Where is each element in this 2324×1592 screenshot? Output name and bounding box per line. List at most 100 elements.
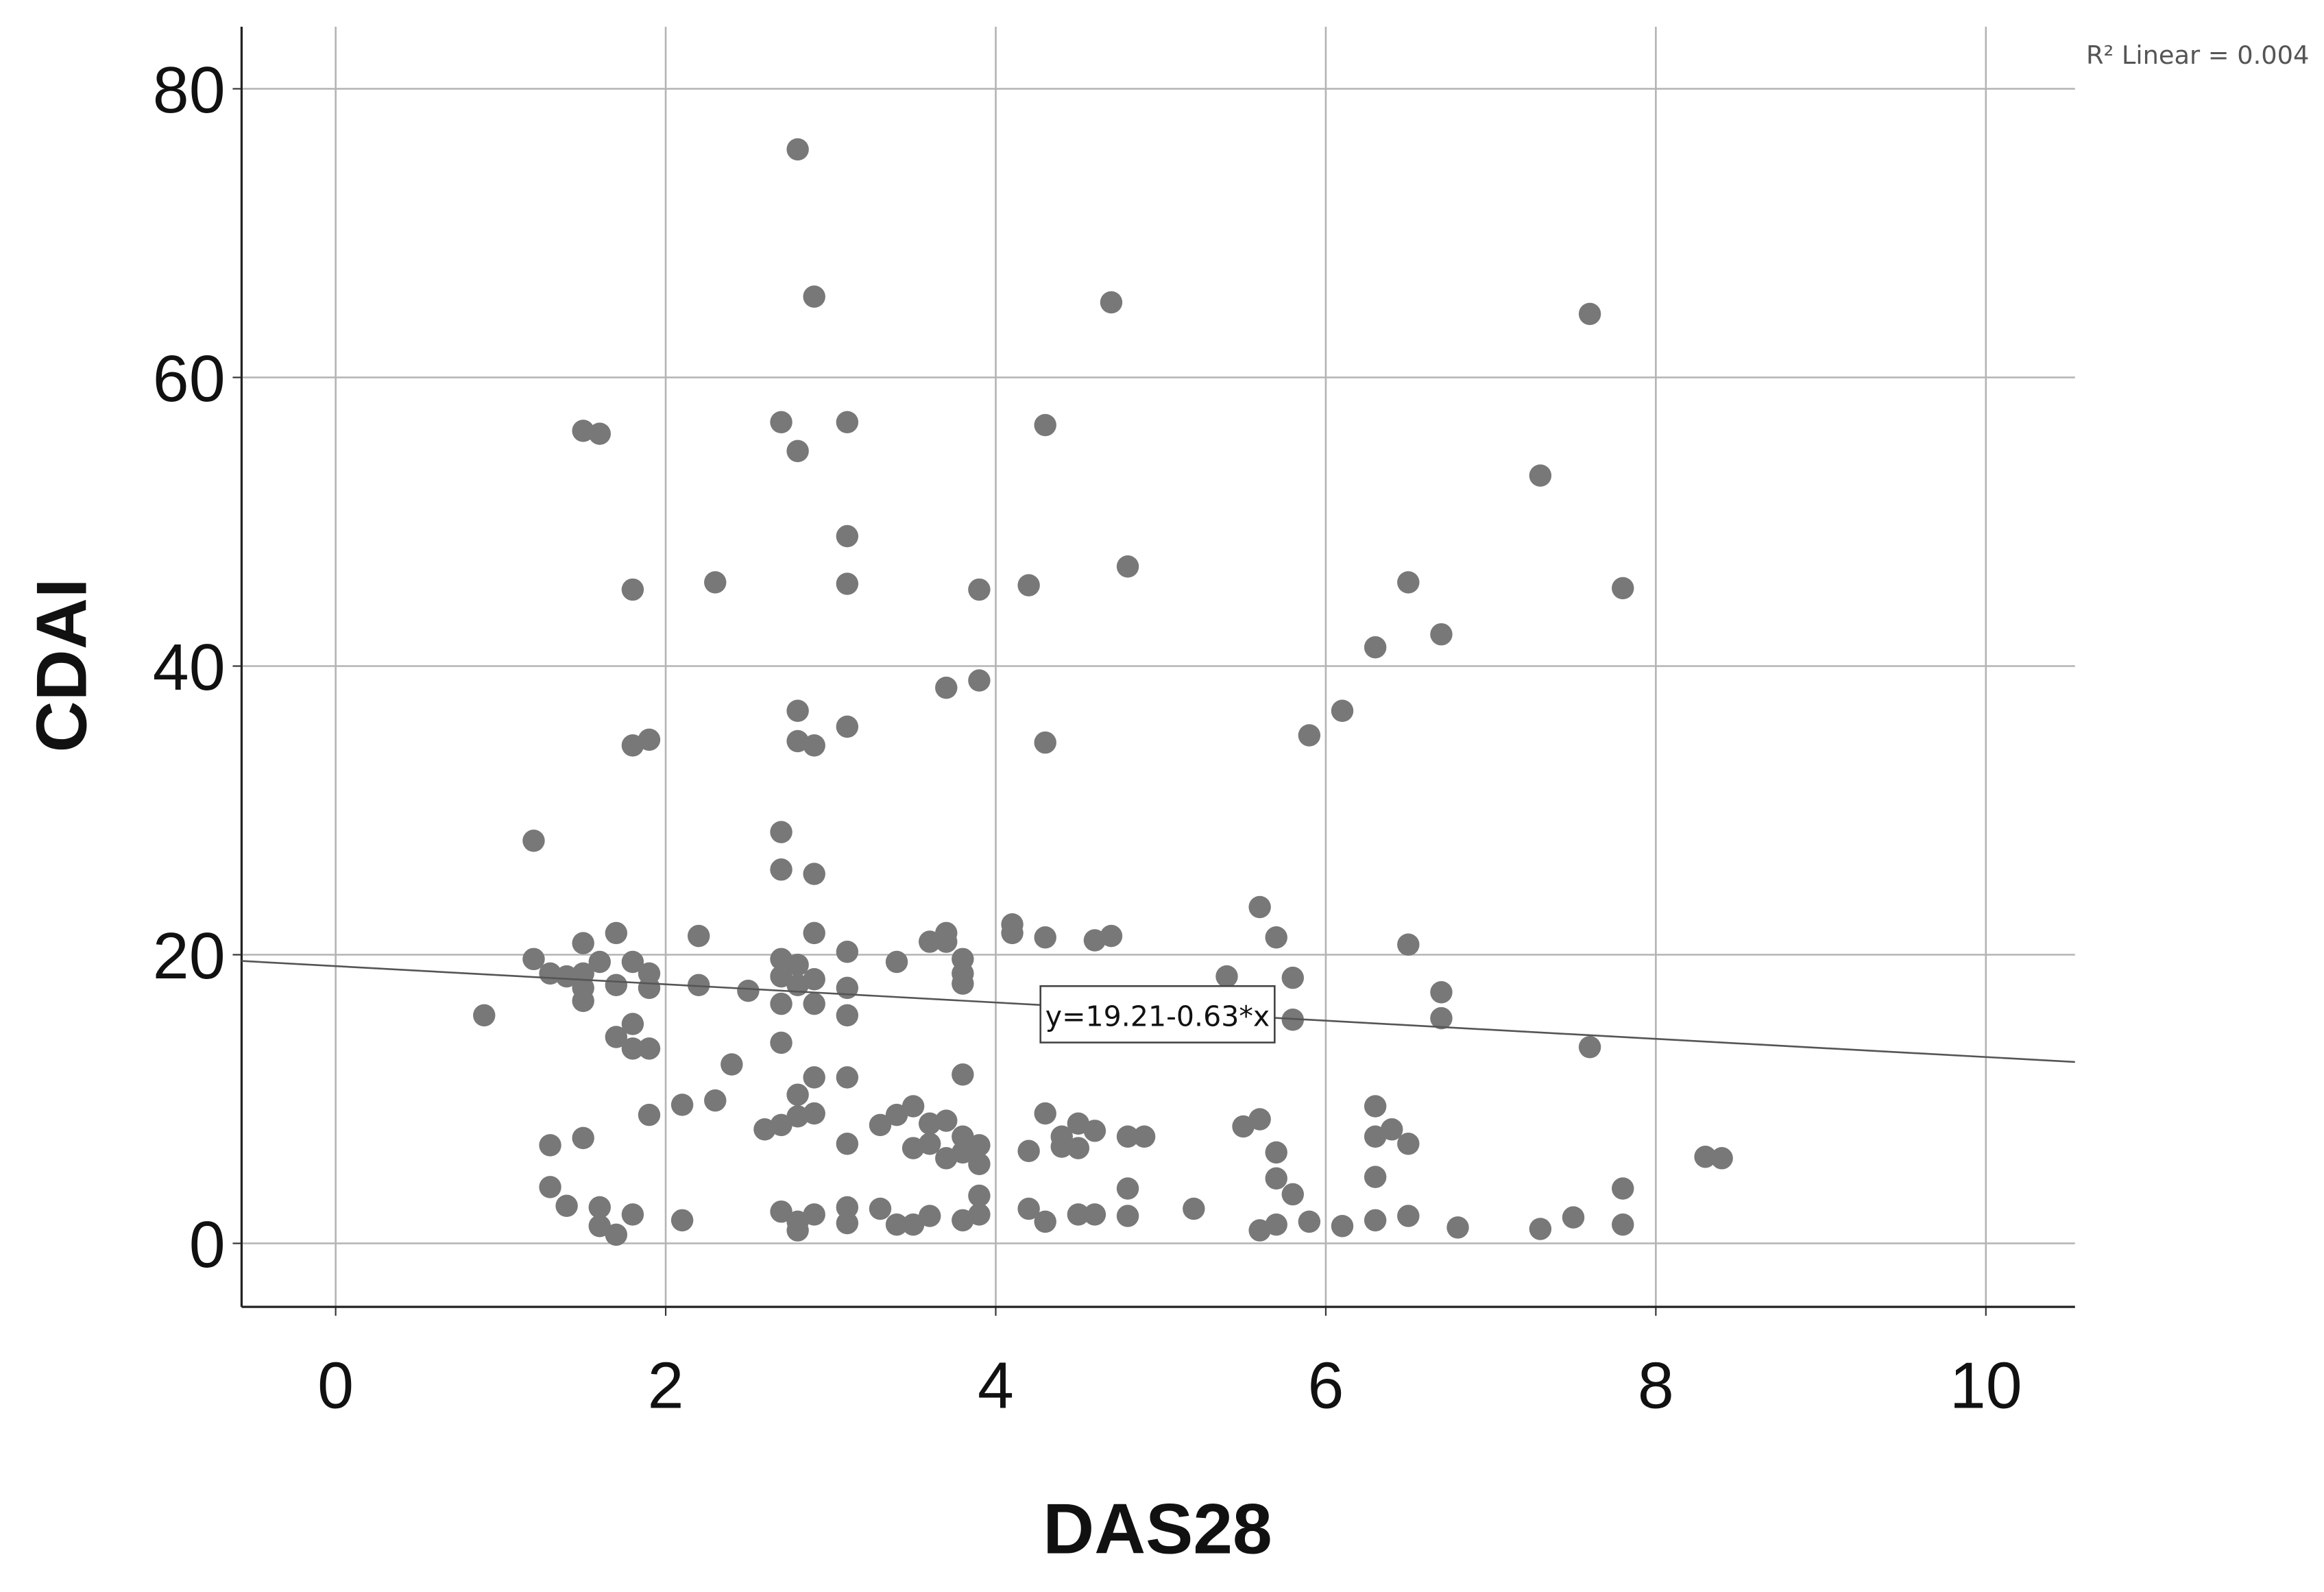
point bbox=[786, 1105, 809, 1128]
point bbox=[885, 950, 908, 974]
point bbox=[786, 953, 809, 976]
point bbox=[588, 1214, 611, 1238]
y-tick-label: 80 bbox=[153, 54, 226, 127]
point bbox=[836, 976, 859, 1000]
x-tick-label: 8 bbox=[1638, 1349, 1674, 1422]
point bbox=[1364, 1166, 1387, 1188]
point bbox=[918, 1205, 941, 1227]
point bbox=[638, 1103, 661, 1126]
point bbox=[770, 1031, 792, 1054]
point bbox=[836, 715, 859, 738]
point bbox=[1265, 1167, 1287, 1190]
fit-label-bg bbox=[1039, 985, 1276, 1044]
point bbox=[901, 1095, 925, 1118]
point bbox=[803, 968, 825, 991]
point bbox=[1529, 1218, 1552, 1240]
point bbox=[918, 930, 941, 953]
point bbox=[704, 571, 727, 594]
point bbox=[770, 821, 792, 843]
point bbox=[1017, 1197, 1040, 1220]
point bbox=[1397, 1133, 1420, 1155]
point bbox=[1116, 1125, 1139, 1148]
point bbox=[1265, 1213, 1287, 1236]
point bbox=[1612, 577, 1634, 600]
point bbox=[572, 420, 594, 442]
point bbox=[670, 1209, 694, 1232]
point bbox=[687, 924, 710, 948]
point bbox=[572, 932, 594, 954]
point bbox=[968, 578, 991, 601]
point bbox=[605, 1223, 628, 1246]
point bbox=[588, 422, 611, 445]
point bbox=[588, 950, 611, 974]
point bbox=[1298, 724, 1321, 747]
point bbox=[1215, 965, 1238, 988]
point bbox=[869, 1197, 892, 1220]
point bbox=[704, 1089, 727, 1112]
point bbox=[621, 578, 644, 601]
point bbox=[621, 1037, 644, 1060]
point bbox=[803, 863, 825, 885]
r2-annotation: R² Linear = 0.004 bbox=[2086, 40, 2309, 70]
point bbox=[803, 1203, 825, 1226]
point bbox=[1331, 699, 1354, 723]
point bbox=[670, 1094, 694, 1116]
point bbox=[836, 941, 859, 963]
point bbox=[1281, 966, 1304, 989]
point bbox=[539, 1134, 561, 1157]
point bbox=[786, 1083, 809, 1106]
point bbox=[1298, 1210, 1321, 1233]
point bbox=[952, 1125, 974, 1148]
point bbox=[1529, 464, 1552, 487]
point bbox=[605, 1026, 628, 1048]
point bbox=[935, 676, 958, 699]
point bbox=[803, 992, 825, 1015]
point bbox=[473, 1004, 496, 1027]
point bbox=[721, 1053, 743, 1076]
point bbox=[836, 411, 859, 434]
point bbox=[1430, 623, 1453, 646]
point bbox=[786, 1219, 809, 1242]
point bbox=[770, 1200, 792, 1223]
point bbox=[1017, 574, 1040, 596]
point bbox=[1248, 895, 1271, 919]
x-tick-label: 0 bbox=[317, 1349, 354, 1422]
point bbox=[786, 699, 809, 723]
point bbox=[918, 1133, 941, 1155]
point bbox=[786, 439, 809, 463]
point bbox=[1067, 1203, 1090, 1226]
point bbox=[918, 1112, 941, 1135]
point bbox=[1578, 1035, 1601, 1059]
point bbox=[770, 992, 792, 1015]
point bbox=[885, 1213, 908, 1236]
point bbox=[1265, 926, 1287, 949]
point bbox=[1331, 1214, 1354, 1238]
point bbox=[1133, 1125, 1156, 1148]
point bbox=[1397, 571, 1420, 594]
point bbox=[968, 669, 991, 692]
point bbox=[1578, 302, 1601, 326]
point bbox=[803, 1102, 825, 1125]
point bbox=[770, 965, 792, 988]
point bbox=[1397, 1205, 1420, 1227]
point bbox=[638, 976, 661, 1000]
point bbox=[1430, 1006, 1453, 1030]
point bbox=[638, 728, 661, 751]
fit-label: y=19.21-0.63*x bbox=[1045, 1000, 1270, 1033]
point bbox=[1034, 1102, 1056, 1125]
point bbox=[1248, 1108, 1271, 1131]
point bbox=[621, 950, 644, 974]
y-axis-title: CDAI bbox=[22, 578, 101, 752]
point bbox=[1364, 636, 1387, 659]
point bbox=[1447, 1216, 1469, 1239]
point bbox=[1034, 731, 1056, 754]
point bbox=[836, 1004, 859, 1027]
point bbox=[1430, 980, 1453, 1004]
point bbox=[836, 524, 859, 548]
point bbox=[1034, 1210, 1056, 1233]
point bbox=[803, 1066, 825, 1089]
point bbox=[638, 1037, 661, 1060]
point bbox=[1001, 921, 1024, 945]
point bbox=[1364, 1095, 1387, 1118]
